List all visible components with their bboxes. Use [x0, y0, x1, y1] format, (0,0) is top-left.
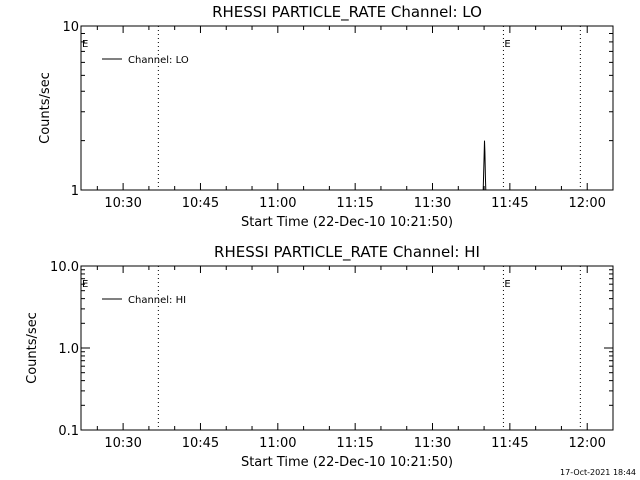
event-markers: E [157, 266, 581, 430]
y-tick-label: 10.0 [50, 260, 79, 275]
x-tick-label: 10:45 [182, 196, 219, 211]
legend: Channel: HI [102, 295, 186, 306]
x-tick-label: 11:15 [336, 436, 373, 451]
chart-panel-lo: RHESSI PARTICLE_RATE Channel: LO Start T… [38, 3, 614, 230]
x-axis-label: Start Time (22-Dec-10 10:21:50) [241, 455, 453, 470]
start-marker-label: E [82, 39, 88, 50]
series-group [482, 140, 487, 191]
legend: Channel: LO [102, 55, 189, 66]
x-ticks: 10:30 10:45 11:00 11:15 11:30 11:45 12:00 [96, 266, 614, 451]
start-marker-label: E [82, 279, 88, 290]
y-tick-label: 1.0 [58, 342, 79, 357]
chart-title: RHESSI PARTICLE_RATE Channel: HI [214, 243, 480, 262]
x-tick-label: 11:45 [491, 196, 528, 211]
y-tick-label: 10 [62, 20, 79, 35]
event-markers: E [157, 26, 581, 190]
y-ticks: 0.1 1.0 10.0 [50, 260, 613, 439]
x-tick-label: 11:15 [336, 196, 373, 211]
chart-title: RHESSI PARTICLE_RATE Channel: LO [212, 3, 482, 22]
event-marker-label: E [504, 279, 510, 290]
plot-frame [80, 25, 614, 191]
y-tick-label: 0.1 [58, 424, 79, 439]
y-axis-label: Counts/sec [25, 312, 40, 384]
x-tick-label: 12:00 [568, 436, 605, 451]
series-line [482, 140, 487, 191]
y-tick-label: 1 [71, 184, 79, 199]
plot-frame [80, 265, 614, 431]
x-tick-label: 10:30 [104, 196, 141, 211]
x-tick-label: 11:00 [259, 196, 296, 211]
y-ticks: 1 10 [62, 20, 613, 199]
x-ticks: 10:30 10:45 11:00 11:15 11:30 11:45 12:00 [96, 26, 614, 211]
event-marker-label: E [504, 39, 510, 50]
x-tick-label: 10:30 [104, 436, 141, 451]
x-tick-label: 10:45 [182, 436, 219, 451]
x-tick-label: 11:30 [414, 436, 451, 451]
chart-panel-hi: RHESSI PARTICLE_RATE Channel: HI Start T… [25, 243, 614, 470]
x-tick-label: 11:00 [259, 436, 296, 451]
legend-label: Channel: LO [128, 55, 189, 66]
x-axis-label: Start Time (22-Dec-10 10:21:50) [241, 215, 453, 230]
timestamp: 17-Oct-2021 18:44 [560, 468, 636, 477]
x-tick-label: 12:00 [568, 196, 605, 211]
legend-label: Channel: HI [128, 295, 186, 306]
x-tick-label: 11:30 [414, 196, 451, 211]
y-axis-label: Counts/sec [38, 72, 53, 144]
x-tick-label: 11:45 [491, 436, 528, 451]
